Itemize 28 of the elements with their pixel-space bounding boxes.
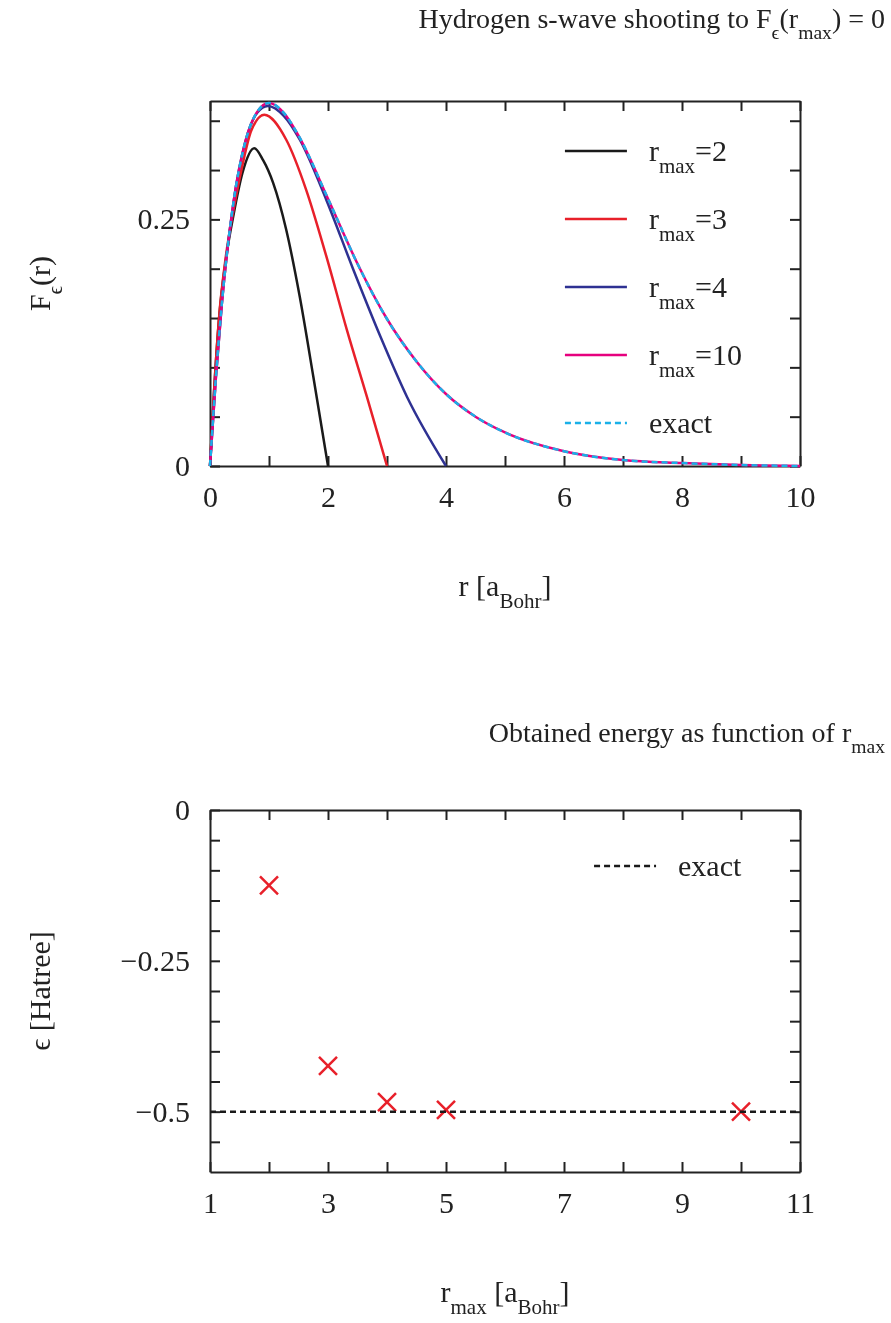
legend-label: r$_{max}$=2 — [648, 134, 727, 178]
x-tick-label: 11 — [786, 1186, 815, 1220]
x-tick-label: 2 — [321, 480, 336, 514]
y-tick-label: 0 — [175, 793, 190, 827]
legend-label: exact — [648, 406, 713, 439]
x-tick-label: 1 — [203, 1186, 218, 1220]
x-tick-label: 8 — [675, 480, 690, 514]
y-tick-label: 0 — [175, 449, 190, 483]
x-tick-label: 10 — [785, 480, 816, 514]
x-tick-label: 9 — [675, 1186, 690, 1220]
y-tick-label: 0.25 — [137, 202, 190, 236]
y-tick-label: −0.5 — [135, 1094, 190, 1128]
x-tick-label: 7 — [557, 1186, 572, 1220]
x-axis-title: r [a$_{Bohr}$] — [458, 569, 552, 613]
x-tick-label: 0 — [203, 480, 218, 514]
x-tick-label: 3 — [321, 1186, 336, 1220]
legend-label: r$_{max}$=10 — [648, 338, 742, 382]
legend-label: r$_{max}$=3 — [648, 202, 727, 246]
legend-label: exact — [678, 849, 742, 882]
x-axis-title: r$_{max}$ [a$_{Bohr}$] — [440, 1275, 570, 1319]
chart-title: Obtained energy as function of r$_{max}$ — [488, 717, 886, 757]
x-tick-label: 4 — [439, 480, 454, 514]
chart-title: Hydrogen s-wave shooting to F$_{ϵ}$(r$_{max}$) = 0 — [418, 3, 885, 43]
y-axis-title: ϵ [Hatree] — [23, 931, 56, 1051]
legend-label: r$_{max}$=4 — [648, 270, 727, 314]
y-tick-label: −0.25 — [120, 943, 190, 977]
x-tick-label: 5 — [439, 1186, 454, 1220]
x-tick-label: 6 — [557, 480, 572, 514]
